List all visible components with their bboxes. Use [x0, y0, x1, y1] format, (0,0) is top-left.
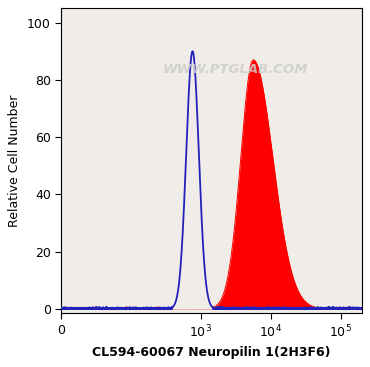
Y-axis label: Relative Cell Number: Relative Cell Number — [9, 95, 21, 227]
Text: WWW.PTGLAB.COM: WWW.PTGLAB.COM — [163, 63, 308, 76]
X-axis label: CL594-60067 Neuropilin 1(2H3F6): CL594-60067 Neuropilin 1(2H3F6) — [92, 346, 331, 359]
